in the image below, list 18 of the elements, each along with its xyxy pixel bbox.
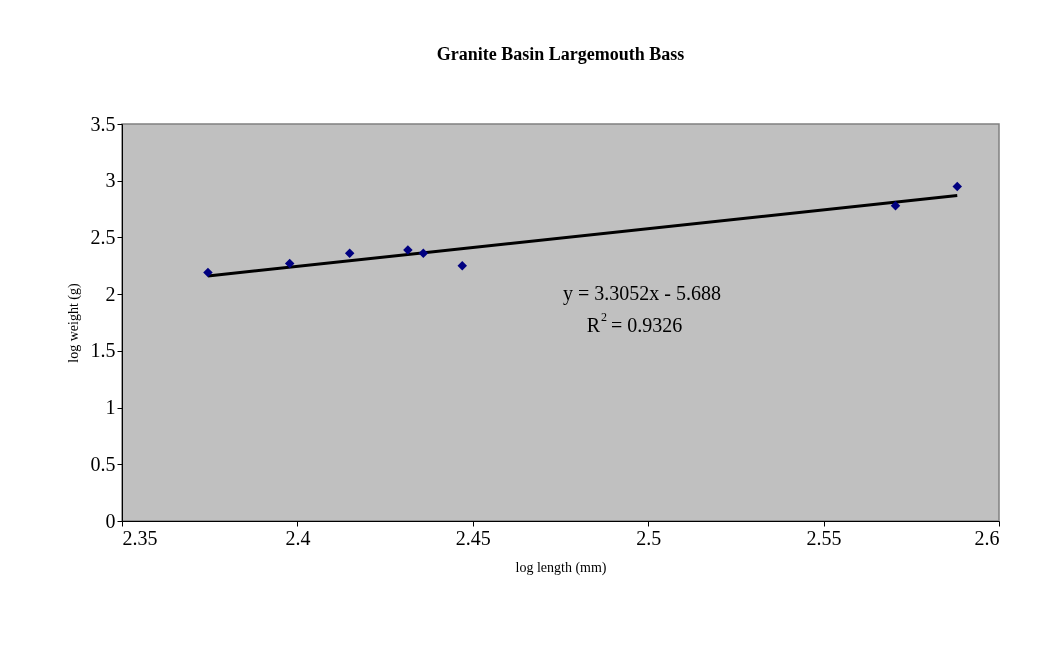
x-tick-label: 2.5	[636, 526, 662, 549]
annotation: y = 3.3052x - 5.688	[563, 282, 721, 305]
y-tick-label: 1	[105, 396, 116, 419]
y-tick-label: 0	[105, 509, 116, 532]
x-tick-label: 2.45	[455, 526, 491, 549]
y-tick-label: 1.5	[90, 339, 116, 362]
x-tick-label: 2.35	[122, 526, 158, 549]
x-tick-label: 2.4	[285, 526, 311, 549]
y-tick-label: 2.5	[90, 225, 116, 248]
y-tick-label: 3	[105, 169, 116, 192]
x-axis-title: log length (mm)	[515, 559, 607, 576]
chart-title: Granite Basin Largemouth Bass	[436, 44, 685, 64]
y-tick-label: 0.5	[90, 452, 116, 475]
y-axis-title: log weight (g)	[65, 283, 82, 363]
x-tick-label: 2.6	[974, 526, 1000, 549]
y-tick-label: 3.5	[90, 112, 116, 135]
x-tick-label: 2.55	[806, 526, 842, 549]
y-tick-label: 2	[105, 282, 116, 305]
